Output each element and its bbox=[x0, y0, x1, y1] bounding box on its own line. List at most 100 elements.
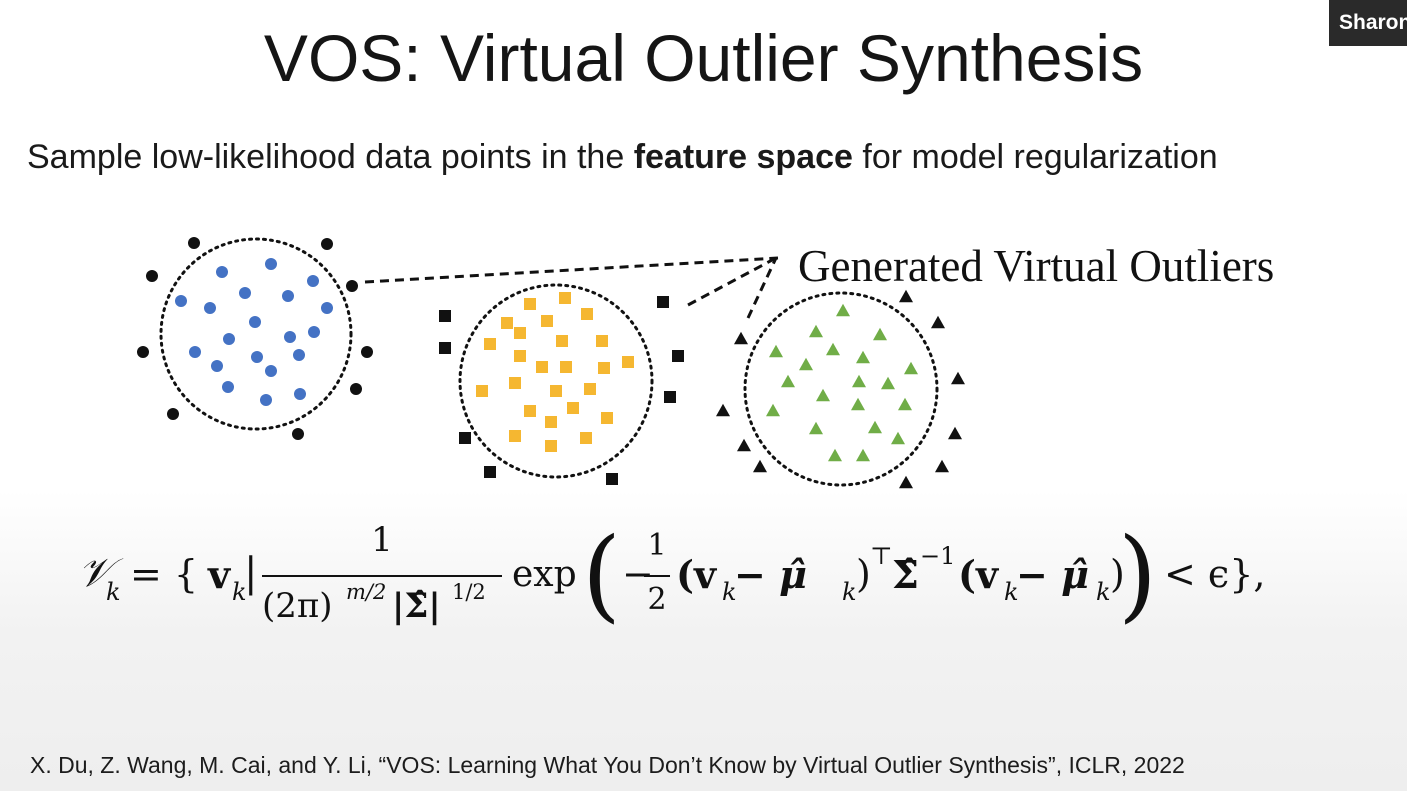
virtual-outlier-dot bbox=[346, 280, 358, 292]
blue-data-point bbox=[308, 326, 320, 338]
virtual-outlier-triangle bbox=[935, 459, 949, 473]
formula-half-bar bbox=[644, 575, 670, 577]
orange-data-point bbox=[514, 350, 526, 362]
subtitle-bold: feature space bbox=[633, 138, 853, 176]
orange-points bbox=[476, 292, 634, 452]
pointer-line-3 bbox=[746, 257, 778, 319]
virtual-outlier-triangle bbox=[737, 438, 751, 452]
subtitle-prefix: Sample low-likelihood data points in the bbox=[27, 138, 634, 176]
green-data-point bbox=[799, 357, 813, 371]
blue-data-point bbox=[294, 388, 306, 400]
orange-data-point bbox=[581, 308, 593, 320]
blue-data-point bbox=[211, 360, 223, 372]
pointer-line-2 bbox=[687, 256, 777, 307]
slide-subtitle: Sample low-likelihood data points in the… bbox=[27, 137, 1218, 177]
orange-data-point bbox=[524, 298, 536, 310]
subtitle-suffix: for model regularization bbox=[852, 138, 1218, 176]
green-data-point bbox=[891, 431, 905, 445]
formula-den-exp2: 1/2 bbox=[452, 580, 486, 604]
virtual-outlier-dot bbox=[321, 238, 333, 250]
green-data-point bbox=[781, 374, 795, 388]
virtual-outlier-square bbox=[672, 350, 684, 362]
orange-data-point bbox=[541, 315, 553, 327]
orange-data-point bbox=[559, 292, 571, 304]
orange-data-point bbox=[509, 377, 521, 389]
green-data-point bbox=[898, 397, 912, 411]
virtual-outlier-dot bbox=[361, 346, 373, 358]
green-outliers bbox=[716, 289, 965, 489]
blue-points bbox=[175, 258, 333, 406]
formula-close2: ) bbox=[1110, 552, 1125, 596]
orange-outliers bbox=[439, 296, 684, 485]
participant-name-badge[interactable]: Sharon bbox=[1329, 0, 1407, 46]
generated-outliers-label: Generated Virtual Outliers bbox=[798, 241, 1275, 291]
formula-mu1: − μ̂ bbox=[734, 552, 807, 597]
green-data-point bbox=[881, 376, 895, 390]
virtual-outlier-square bbox=[484, 466, 496, 478]
green-data-point bbox=[809, 421, 823, 435]
formula-den-exp1: m/2 bbox=[346, 580, 387, 604]
virtual-outlier-triangle bbox=[899, 289, 913, 303]
orange-data-point bbox=[501, 317, 513, 329]
orange-data-point bbox=[550, 385, 562, 397]
formula-t-sup: ⊤ bbox=[870, 542, 893, 570]
slide-title: VOS: Virtual Outlier Synthesis bbox=[263, 21, 1144, 95]
virtual-outlier-triangle bbox=[951, 371, 965, 385]
formula-paren1: (v bbox=[676, 552, 717, 597]
formula-mu2-sub: k bbox=[1096, 578, 1111, 606]
orange-data-point bbox=[509, 430, 521, 442]
orange-data-point bbox=[567, 402, 579, 414]
formula-paren1-sub: k bbox=[722, 578, 737, 606]
orange-data-point bbox=[536, 361, 548, 373]
virtual-outlier-dot bbox=[146, 270, 158, 282]
blue-data-point bbox=[284, 331, 296, 343]
formula-den-2pi: (2π) bbox=[262, 586, 333, 626]
formula-fraction-bar bbox=[262, 575, 502, 577]
orange-data-point bbox=[514, 327, 526, 339]
blue-data-point bbox=[265, 258, 277, 270]
cluster-boundary-orange bbox=[458, 283, 654, 479]
virtual-outlier-triangle bbox=[716, 403, 730, 417]
blue-data-point bbox=[189, 346, 201, 358]
orange-data-point bbox=[622, 356, 634, 368]
virtual-outlier-square bbox=[459, 432, 471, 444]
formula-big-close: ) bbox=[1118, 516, 1158, 633]
formula-eq-open: = { bbox=[130, 552, 199, 596]
formula-den-sigma: |Σ̂| bbox=[392, 586, 441, 626]
outlier-diagram bbox=[137, 237, 965, 489]
formula-v-sub: k bbox=[232, 578, 247, 606]
green-data-point bbox=[852, 374, 866, 388]
formula-close-t: ) bbox=[856, 552, 871, 596]
orange-data-point bbox=[584, 383, 596, 395]
orange-data-point bbox=[580, 432, 592, 444]
cluster-boundary-blue bbox=[159, 237, 353, 431]
green-data-point bbox=[873, 327, 887, 341]
virtual-outlier-square bbox=[439, 310, 451, 322]
green-data-point bbox=[856, 448, 870, 462]
blue-data-point bbox=[249, 316, 261, 328]
blue-data-point bbox=[282, 290, 294, 302]
blue-data-point bbox=[223, 333, 235, 345]
formula-half-num: 1 bbox=[647, 528, 667, 563]
virtual-outlier-triangle bbox=[948, 426, 962, 440]
outlier-formula: 𝒱 k = { v k | 1 (2π) m/2 |Σ̂| 1/2 exp ( … bbox=[0, 516, 1407, 650]
virtual-outlier-square bbox=[439, 342, 451, 354]
formula-mu1-sub: k bbox=[842, 578, 857, 606]
green-data-point bbox=[816, 388, 830, 402]
virtual-outlier-dot bbox=[350, 383, 362, 395]
blue-outliers bbox=[137, 237, 373, 440]
orange-data-point bbox=[556, 335, 568, 347]
virtual-outlier-square bbox=[664, 391, 676, 403]
green-points bbox=[766, 303, 918, 462]
formula-mu2: − μ̂ bbox=[1016, 552, 1089, 597]
orange-data-point bbox=[596, 335, 608, 347]
formula-exp: exp bbox=[512, 554, 577, 595]
blue-data-point bbox=[204, 302, 216, 314]
blue-data-point bbox=[307, 275, 319, 287]
orange-data-point bbox=[560, 361, 572, 373]
green-data-point bbox=[851, 397, 865, 411]
formula-paren2-sub: k bbox=[1004, 578, 1019, 606]
formula-v: v bbox=[208, 552, 231, 597]
virtual-outlier-square bbox=[657, 296, 669, 308]
green-data-point bbox=[769, 344, 783, 358]
